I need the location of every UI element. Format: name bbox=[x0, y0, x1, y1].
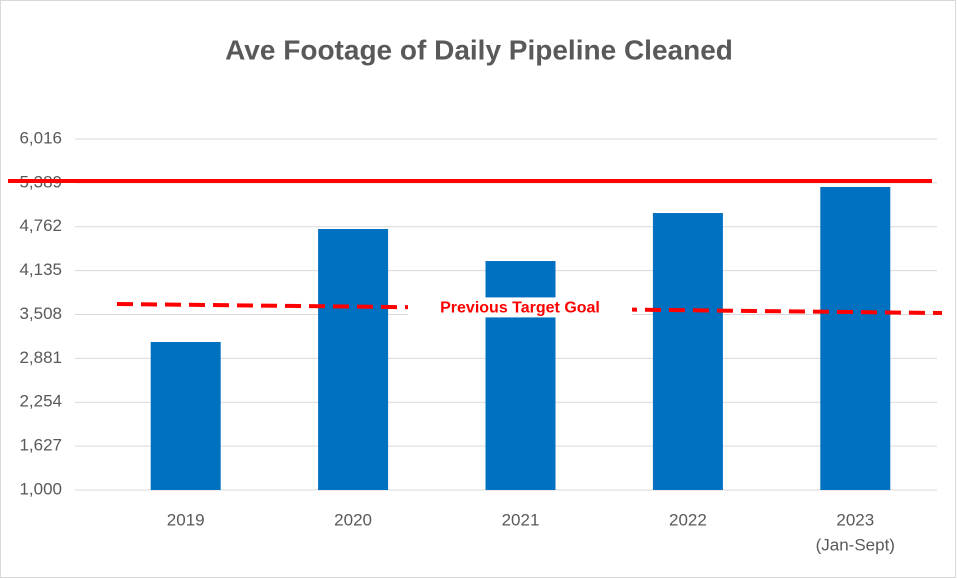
y-tick-label: 1,627 bbox=[19, 436, 62, 455]
x-tick-label: (Jan-Sept) bbox=[816, 535, 895, 554]
reference-label: Previous Target Goal bbox=[440, 300, 600, 317]
y-tick-label: 4,135 bbox=[19, 260, 62, 279]
y-tick-label: 2,254 bbox=[19, 392, 62, 411]
bar bbox=[150, 342, 221, 490]
x-tick-label: 2022 bbox=[669, 510, 707, 529]
x-tick-label: 2021 bbox=[502, 510, 540, 529]
x-tick-label: 2019 bbox=[167, 510, 205, 529]
x-tick-label: 2023 bbox=[836, 510, 874, 529]
bar bbox=[485, 261, 556, 490]
bar bbox=[652, 213, 723, 491]
bar bbox=[318, 228, 389, 490]
y-tick-label: 2,881 bbox=[19, 348, 62, 367]
bar bbox=[820, 187, 891, 490]
chart-title: Ave Footage of Daily Pipeline Cleaned bbox=[225, 34, 733, 65]
y-tick-label: 6,016 bbox=[19, 128, 62, 147]
y-tick-label: 3,508 bbox=[19, 304, 62, 323]
x-tick-label: 2020 bbox=[334, 510, 372, 529]
y-tick-label: 1,000 bbox=[19, 479, 62, 498]
y-tick-label: 4,762 bbox=[19, 216, 62, 235]
label-background bbox=[408, 297, 632, 318]
